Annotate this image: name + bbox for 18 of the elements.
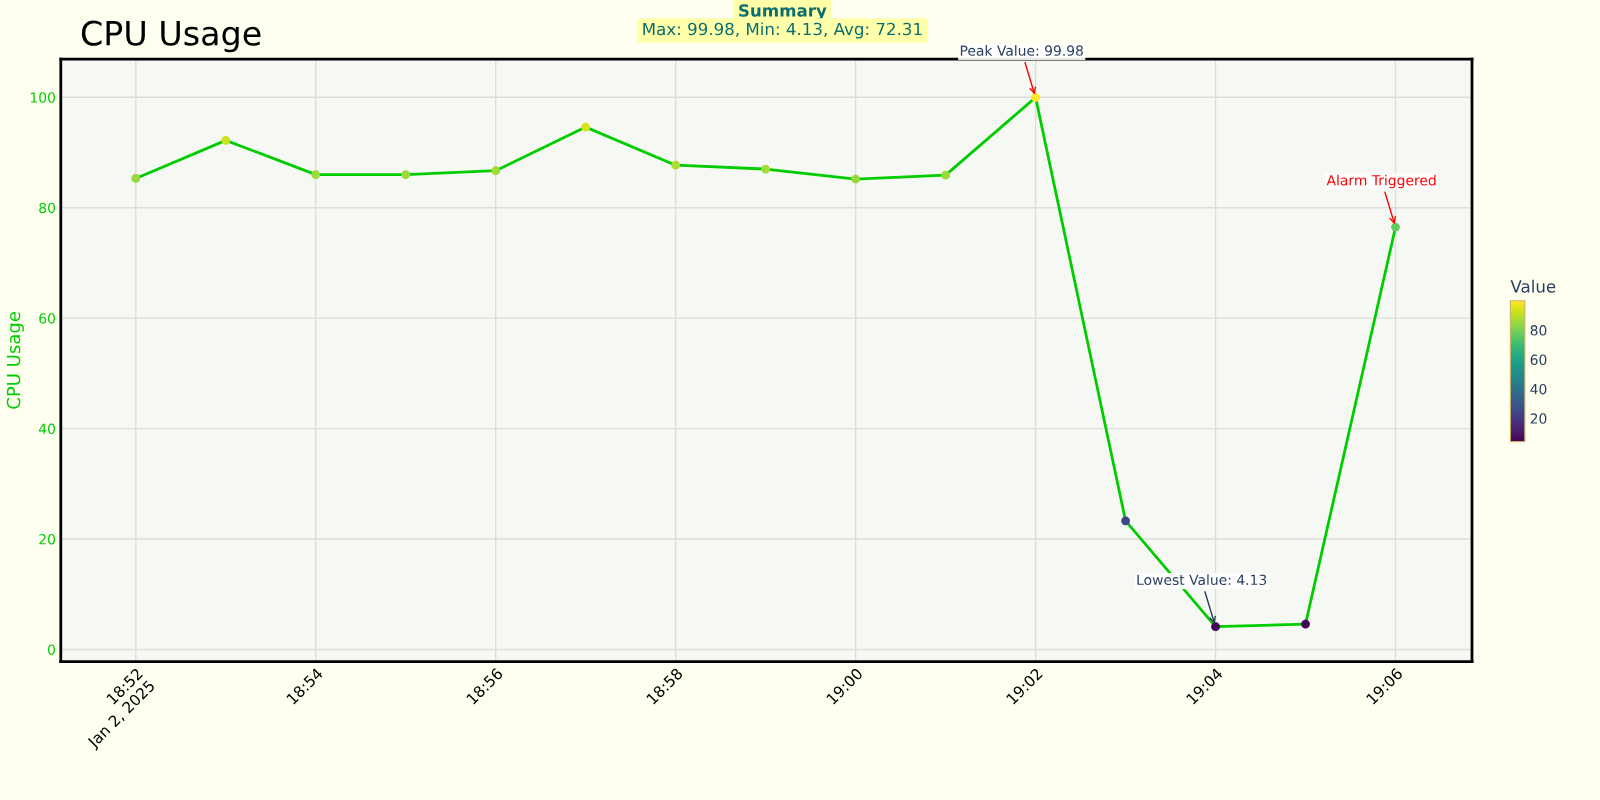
color-bar-label: 60	[1530, 354, 1547, 365]
y-tick-label: 20	[39, 533, 56, 545]
color-bar-label: 80	[1530, 325, 1547, 336]
chart-title: CPU Usage	[81, 20, 261, 53]
color-bar-label: 40	[1530, 383, 1547, 395]
y-tick-label: 40	[38, 423, 56, 435]
y-axis-title: CPU Usage	[6, 312, 24, 409]
text: Max: 99.98, Min: 4.13, Avg: 72.31	[643, 22, 922, 39]
annotation: Lowest Value: 4.13	[1137, 574, 1267, 586]
y-tick-label: 80	[39, 202, 56, 214]
y-tick-label: 100	[30, 92, 56, 103]
y-tick-label: 60	[39, 313, 56, 324]
y-tick-label: 0	[48, 644, 56, 655]
color-bar-title: Value	[1510, 279, 1556, 293]
annotation: Peak Value: 99.98	[960, 45, 1083, 56]
annotation: Alarm Triggered	[1326, 174, 1436, 189]
color-bar-label: 20	[1530, 413, 1547, 424]
text: Summary	[739, 4, 827, 21]
